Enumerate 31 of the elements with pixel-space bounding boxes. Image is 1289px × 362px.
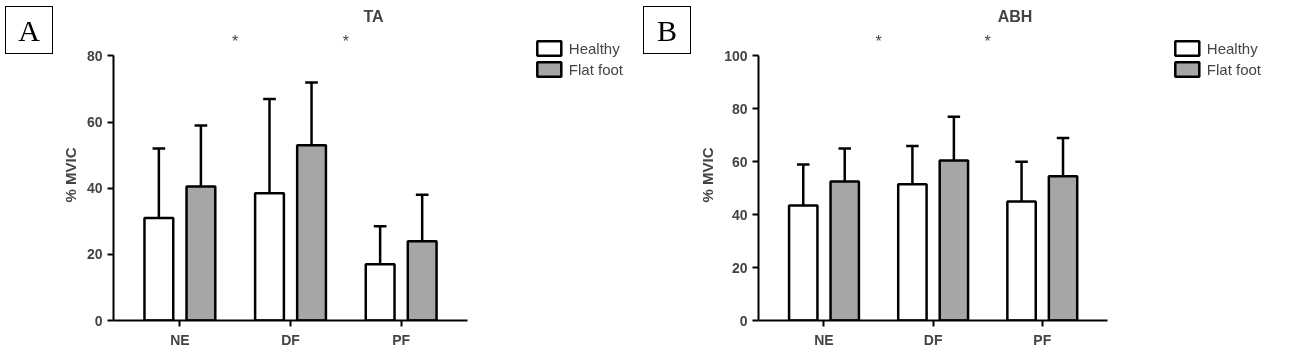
text: A — [18, 13, 40, 49]
y-tick-label: 40 — [731, 206, 748, 223]
chart-title: ABH — [997, 7, 1033, 25]
x-tick-label: PF — [1033, 331, 1052, 348]
y-tick-label: 20 — [731, 259, 748, 276]
x-tick-label: NE — [170, 331, 190, 348]
text: * — [342, 32, 349, 50]
y-tick-label: 100 — [724, 47, 748, 64]
x-tick-label: DF — [923, 331, 943, 348]
y-tick-label: 60 — [86, 114, 103, 131]
y-tick-label: 60 — [731, 153, 748, 170]
y-tick-label: 40 — [86, 180, 103, 197]
y-axis-title: % MVIC — [699, 147, 717, 203]
text: B — [656, 13, 677, 49]
text: * — [984, 32, 991, 50]
x-tick-label: NE — [814, 331, 834, 348]
text: * — [875, 32, 882, 50]
legend-label: Healthy — [1206, 39, 1258, 57]
y-tick-label: 0 — [739, 312, 748, 329]
legend-label: Flat foot — [1206, 60, 1261, 78]
y-tick-label: 0 — [94, 312, 103, 329]
y-axis-title: % MVIC — [61, 147, 79, 203]
y-tick-label: 80 — [86, 47, 103, 64]
x-tick-label: DF — [281, 331, 301, 348]
y-tick-label: 80 — [731, 100, 748, 117]
chart-title: TA — [363, 7, 385, 25]
x-tick-label: PF — [392, 331, 411, 348]
legend-label: Healthy — [568, 39, 620, 57]
legend-label: Flat foot — [568, 60, 623, 78]
y-tick-label: 20 — [86, 246, 103, 263]
text: * — [232, 32, 239, 50]
